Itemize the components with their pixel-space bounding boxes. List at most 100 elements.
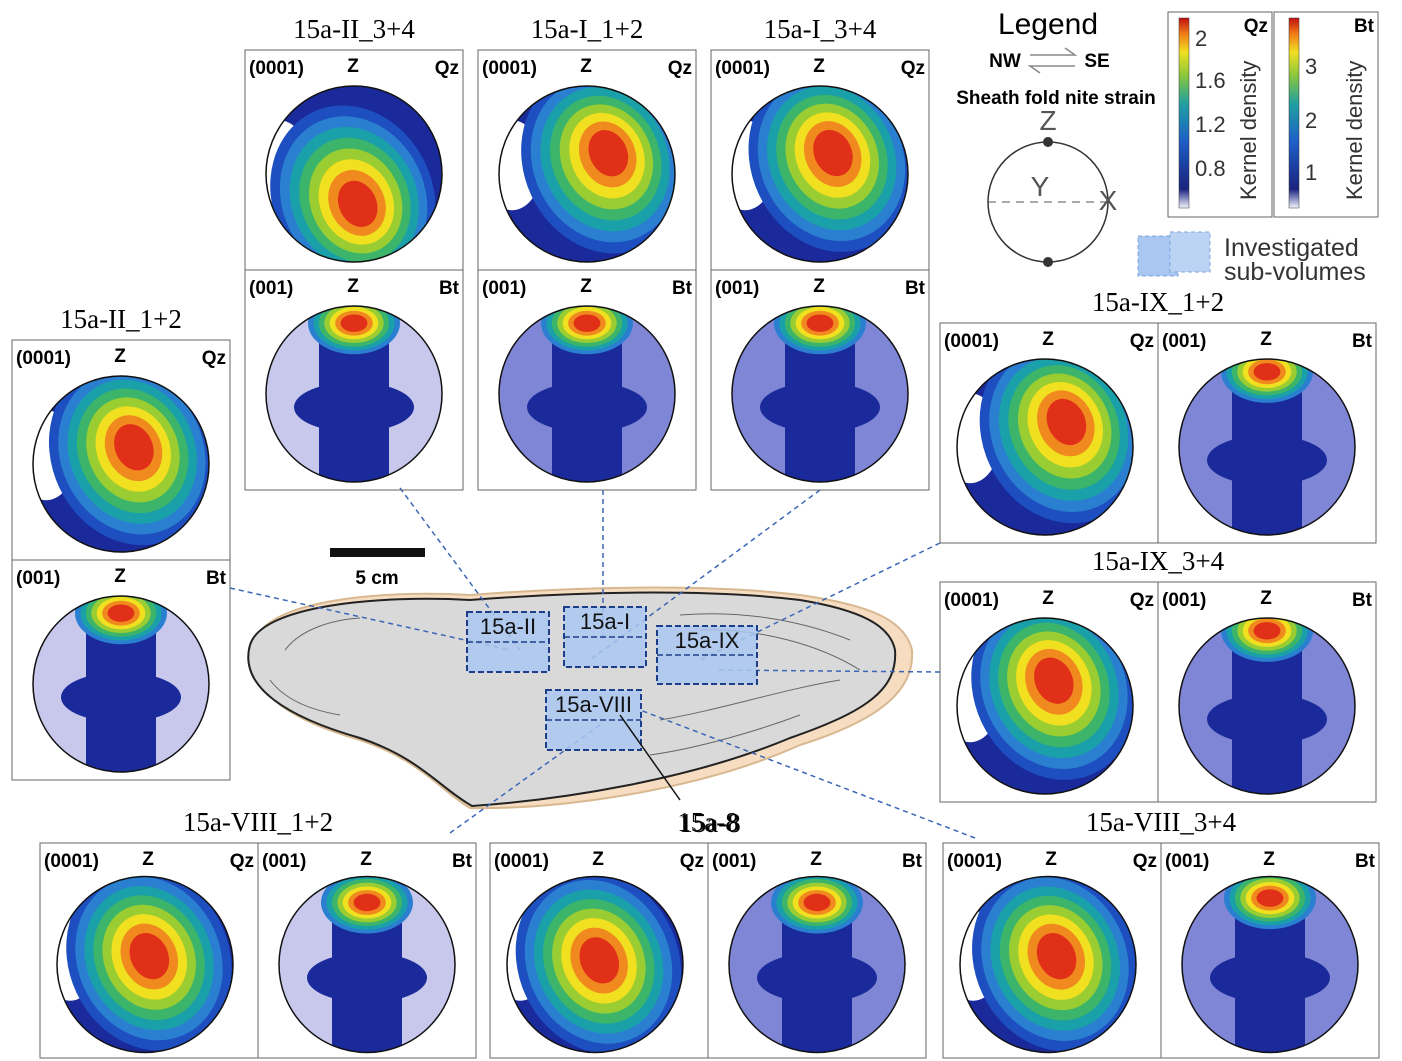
colorbar-mineral: Qz <box>1244 16 1268 37</box>
mineral-label: Bt <box>672 278 693 299</box>
pole-figure <box>732 86 908 262</box>
plane-label: (0001) <box>482 58 537 79</box>
axis-label: Z <box>347 276 359 297</box>
pole-figure-outline <box>956 617 1134 795</box>
axis-label: Z <box>114 566 126 587</box>
mineral-label: Bt <box>452 851 473 872</box>
pole-figure <box>957 359 1133 535</box>
pole-figure <box>507 876 683 1053</box>
x-axis-label: X <box>1099 185 1118 216</box>
colorbar-tick: 2 <box>1305 108 1317 133</box>
y-axis-label: Y <box>1031 171 1050 202</box>
axis-label: Z <box>114 346 126 367</box>
z-pole <box>1043 137 1053 147</box>
density-contour <box>573 314 601 332</box>
pole-figure-outline <box>731 305 909 483</box>
plane-label: (001) <box>482 278 526 299</box>
density-contour <box>337 180 378 227</box>
pole-figure <box>33 376 209 552</box>
plane-label: (0001) <box>44 851 99 872</box>
density-band <box>61 672 181 723</box>
scale-label: 5 cm <box>355 568 398 589</box>
sub-volume-label: 15a-IX <box>675 628 740 653</box>
axis-label: Z <box>142 849 154 870</box>
mineral-label: Qz <box>1133 851 1157 872</box>
pole-figure <box>1179 359 1355 535</box>
mineral-label: Bt <box>1352 331 1373 352</box>
density-contour <box>806 314 834 332</box>
axis-label: Z <box>1042 588 1054 609</box>
density-contour <box>1046 398 1087 446</box>
axis-label: Z <box>347 56 359 77</box>
colorbar-tick: 0.8 <box>1195 156 1226 181</box>
pole-figure <box>729 876 905 1053</box>
pole-figure-outline <box>1178 617 1356 795</box>
colorbar-label: Kernel density <box>1342 61 1367 200</box>
mineral-label: Qz <box>435 58 459 79</box>
panel-title: 15a-VIII_1+2 <box>183 807 333 837</box>
density-contour <box>803 893 831 912</box>
density-band <box>1207 435 1327 486</box>
connector <box>714 669 941 673</box>
plane-label: (0001) <box>944 331 999 352</box>
axis-label: Z <box>1045 849 1057 870</box>
panel-title: 15a-II_3+4 <box>293 14 415 44</box>
sub-volume-label: 15a-I <box>580 609 630 634</box>
pole-figure-outline <box>56 875 234 1054</box>
density-band <box>1210 952 1330 1003</box>
plane-label: (0001) <box>494 851 549 872</box>
axis-label: Z <box>580 276 592 297</box>
pointer-label: 15a-8 <box>679 808 740 838</box>
legend-title: Legend <box>998 8 1098 41</box>
colorbar-frame <box>1273 11 1379 218</box>
density-band <box>1207 694 1327 745</box>
pole-figure-outline <box>728 875 906 1054</box>
mineral-label: Bt <box>902 851 923 872</box>
pole-figure-outline <box>1181 875 1359 1054</box>
panel-title: 15a-8 <box>677 807 738 837</box>
shear-nw: NW <box>989 51 1021 72</box>
z-axis-label: Z <box>1039 105 1056 136</box>
colorbar <box>1178 17 1190 209</box>
pole-figure <box>279 876 455 1053</box>
panel-title: 15a-IX_3+4 <box>1092 546 1225 576</box>
density-band <box>307 952 427 1003</box>
axis-label: Z <box>1260 329 1272 350</box>
density-contour <box>588 130 629 177</box>
pole-figure <box>960 876 1136 1053</box>
plane-label: (0001) <box>944 590 999 611</box>
pole-figure-outline <box>278 875 456 1054</box>
pole-figure <box>1182 876 1358 1053</box>
plane-label: (0001) <box>249 58 304 79</box>
connector <box>639 709 976 839</box>
pole-figure-outline <box>959 875 1137 1054</box>
density-band <box>527 382 647 433</box>
axis-label: Z <box>813 56 825 77</box>
colorbar-tick: 2 <box>1195 26 1207 51</box>
panel-title: 15a-VIII_3+4 <box>1086 807 1237 837</box>
density-band <box>294 382 414 433</box>
pole-figure <box>266 86 442 262</box>
panel-title: 15a-IX_1+2 <box>1092 287 1224 317</box>
density-contour <box>1253 622 1281 640</box>
pole-figure <box>957 618 1133 794</box>
pole-figure-outline <box>32 375 210 553</box>
mineral-label: Qz <box>202 348 226 369</box>
mineral-label: Bt <box>439 278 460 299</box>
pole-figure <box>33 596 209 772</box>
density-contour <box>114 424 154 471</box>
colorbar-tick: 1.6 <box>1195 68 1226 93</box>
density-band <box>760 382 880 433</box>
density-contour <box>107 604 135 622</box>
colorbar-tick: 3 <box>1305 54 1317 79</box>
plane-label: (0001) <box>947 851 1002 872</box>
pole-figure-outline <box>956 358 1134 536</box>
colorbar-label: Kernel density <box>1236 61 1261 200</box>
plane-label: (001) <box>262 851 306 872</box>
colorbar-tick: 1 <box>1305 160 1317 185</box>
connector <box>399 487 521 651</box>
pole-figure <box>732 306 908 482</box>
plane-label: (001) <box>249 278 293 299</box>
density-contour <box>353 893 381 912</box>
